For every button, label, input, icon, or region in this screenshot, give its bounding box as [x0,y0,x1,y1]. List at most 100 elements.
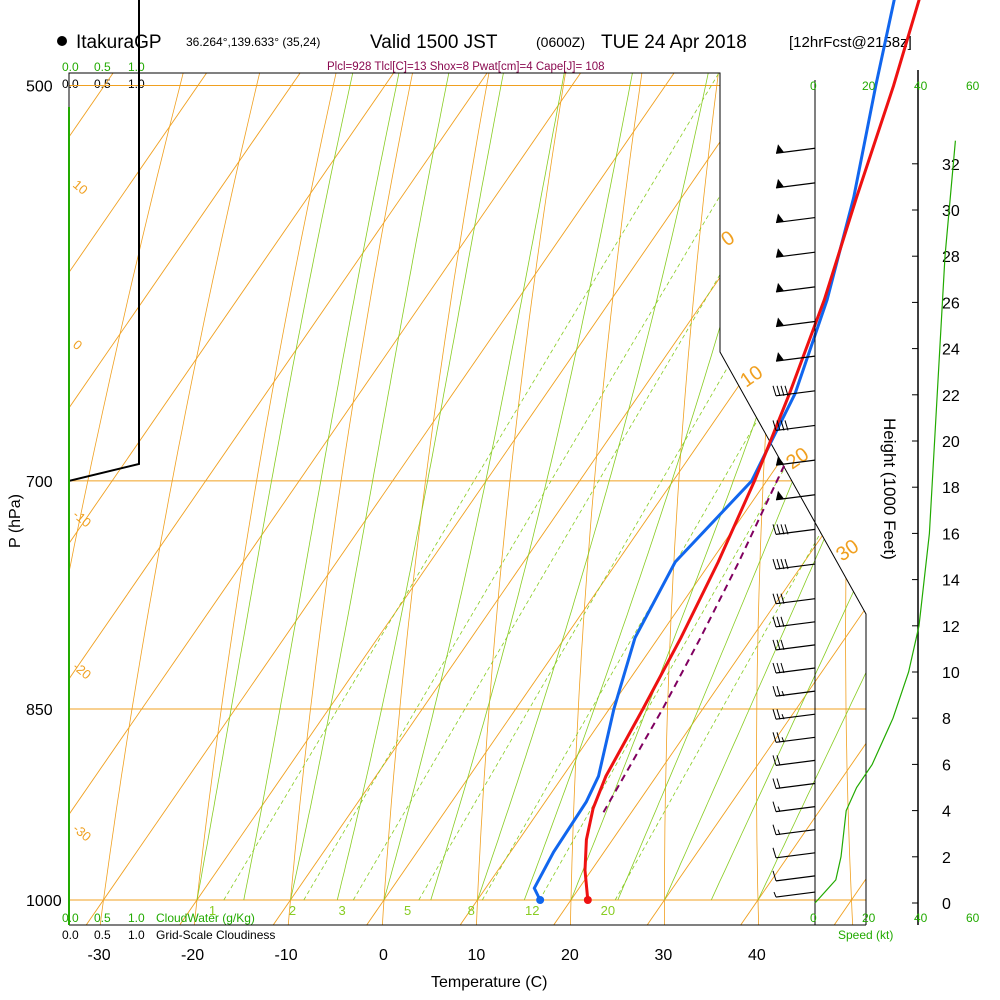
dry-adiabat-label: -10 [70,507,94,531]
top-cloudwater-scale: 0.0 0.5 1.0 [62,60,145,74]
height-tick-label: 14 [942,573,960,590]
wind-barb-half-feather [781,737,785,743]
moist-adiabat-label: 10 [736,361,767,392]
wind-barb-feather [776,639,781,651]
mixing-ratio-line [539,73,866,901]
top-cloudwater-tick: 1.0 [128,60,145,74]
dry-adiabat-label: -20 [70,659,94,683]
isotherm-line [733,73,866,925]
wind-barb-staff [775,528,816,535]
wind-barb-half-feather [781,714,785,720]
moist-adiabat-line [336,73,689,901]
isotherm-line [546,73,866,925]
bottom-cloudiness-tick: 1.0 [128,928,145,942]
mixing-ratio-label: 5 [404,903,411,918]
surface-dewpoint-marker [536,896,545,904]
moist-adiabat-line [430,73,801,901]
wind-barb-half-feather [781,690,785,697]
wind-barb-pennant [776,317,784,327]
valid-date: TUE 24 Apr 2018 [601,32,747,53]
isotherm-line [69,73,854,925]
forecast-info: [12hrFcst@2158z] [789,34,912,51]
speed-tick-top: 40 [914,79,928,93]
top-cloudwater-tick: 0.5 [94,60,111,74]
temperature-trace [583,0,921,901]
mixing-ratio-label: 20 [601,903,615,918]
height-tick-label: 12 [942,619,960,636]
wind-barb [772,593,816,605]
y-axis-title: P (hPa) [7,494,24,548]
wind-barb-staff [775,563,816,570]
wind-barb-feather [780,616,785,627]
height-tick-label: 0 [942,896,951,913]
wind-barb [772,662,816,674]
mixing-ratio-label: 2 [289,903,296,918]
height-tick-label: 30 [942,203,960,220]
sounding-traces [532,0,921,904]
temperature-tick-label: 30 [655,947,673,964]
wind-barbs [772,144,816,898]
temperature-tick-label: -30 [88,947,111,964]
wind-barb-feather [776,385,781,396]
wind-barb [772,420,816,432]
dry-adiabat-label: -30 [70,821,94,845]
wind-barb [775,144,816,154]
wind-barb-feather [784,420,789,431]
wind-barb-pennant [776,248,784,258]
wind-barb-feather [772,662,777,674]
wind-barb-feather [772,558,777,570]
dry-adiabat-line [845,73,866,925]
wind-barb [772,385,816,397]
speed-tick-bottom: 20 [862,911,876,925]
wind-barb-feather [772,709,777,720]
wind-barb-feather [772,824,777,835]
wind-barb-pennant [776,456,784,466]
wind-barb [772,847,816,859]
bottom-cloudwater-tick: 0.0 [62,911,79,925]
wind-barb-feather [776,662,781,674]
wind-barb-staff [775,891,816,898]
wind-barb-feather [772,847,777,858]
wind-barb-feather [772,524,777,535]
speed-tick-bottom: 40 [914,911,928,925]
wind-barb-feather [772,870,777,882]
wind-barb [772,616,816,628]
cloudwater-label: CloudWater (g/Kg) [156,911,255,925]
wind-barb [772,524,816,535]
wind-barb [772,801,816,813]
wind-barb-feather [776,593,781,604]
height-tick-label: 26 [942,295,960,312]
wind-barb-feather [772,420,777,431]
isotherm-line [69,73,866,925]
temperature-tick-label: -10 [275,947,298,964]
moist-adiabat-line [383,73,741,901]
wind-barb-pennant [776,282,784,292]
wind-barb-staff [775,644,816,651]
wind-barb [775,282,816,293]
wind-barb-feather [780,420,785,431]
height-tick-label: 22 [942,388,960,405]
dry-adiabat-line [381,73,673,925]
dry-adiabat-line [932,0,1000,935]
valid-time: Valid 1500 JST [370,32,498,53]
speed-tick-top: 60 [966,79,980,93]
moist-adiabat-label: 0 [717,227,739,251]
wind-barb-feather [776,558,781,570]
wind-barb-feather [772,593,777,604]
wind-barb-feather [772,801,777,812]
moist-adiabat-line [196,73,563,901]
isotherm-line [69,73,667,925]
moist-adiabat-label: 20 [782,443,813,474]
height-tick-label: 24 [942,342,960,359]
wind-barb [775,248,816,258]
thermo-grid [69,0,1000,935]
wind-barb-feather [784,524,789,535]
mixing-ratio-label: 3 [338,903,345,918]
wind-barb-feather [780,639,785,651]
wind-barb-feather [776,778,781,789]
height-tick-label: 10 [942,665,960,682]
height-tick-label: 32 [942,157,960,174]
dry-adiabat-label: 0 [70,337,85,353]
